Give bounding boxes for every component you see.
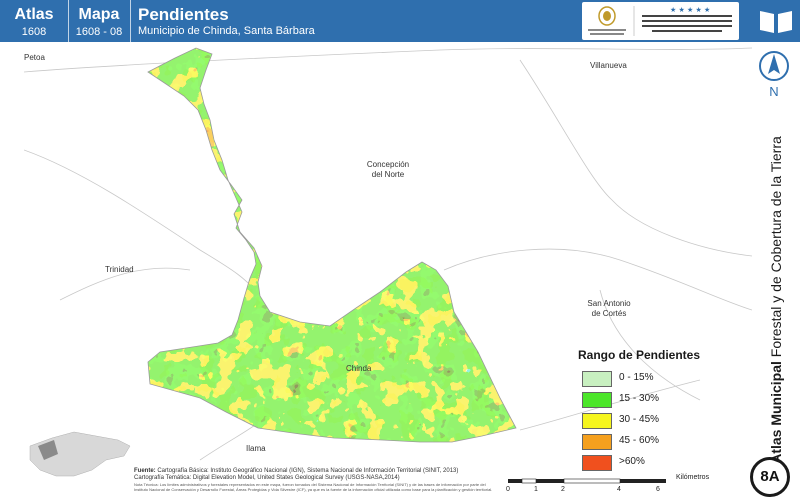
atlas-label: Atlas (14, 6, 54, 23)
header-bar: Atlas 1608 Mapa 1608 - 08 Pendientes Mun… (0, 0, 752, 42)
scale-tick: 4 (617, 486, 621, 493)
scale-tick: 6 (656, 486, 660, 493)
legend-row: 30 - 45% (578, 410, 748, 431)
scale-bar-graphic (508, 478, 666, 484)
mapa-box: Mapa 1608 - 08 (68, 0, 131, 42)
scale-tick: 2 (561, 486, 565, 493)
icf-stars-icon: ★ ★ ★ ★ ★ (642, 6, 732, 32)
boundary-lines (24, 47, 752, 461)
legend-title: Rango de Pendientes (578, 348, 701, 362)
mapa-label: Mapa (78, 6, 120, 23)
legend-swatch-3 (582, 434, 612, 450)
legend-row: 45 - 60% (578, 431, 748, 452)
municipality-boundary (147, 47, 517, 443)
place-san-antonio: San Antonio de Cortés (587, 299, 631, 318)
north-arrow-icon: N (759, 51, 789, 99)
book-icon (760, 11, 792, 33)
honduras-inset-map (29, 431, 131, 477)
source-line1: Cartografía Básica: Instituto Geográfico… (157, 468, 459, 474)
legend-swatch-1 (582, 392, 612, 408)
legend-row: >60% (578, 452, 748, 473)
place-concepcion: Concepción del Norte (366, 160, 410, 179)
scale-tick: 0 (506, 486, 510, 493)
source-text: Fuente: Cartografía Básica: Instituto Ge… (134, 468, 494, 492)
atlas-number: 1608 (21, 26, 47, 38)
legend-label: >60% (619, 456, 645, 467)
north-letter: N (769, 84, 778, 99)
source-line2: Cartografía Temática: Digital Elevation … (134, 475, 400, 481)
vertical-title-bold: Atlas Municipal (768, 361, 784, 464)
atlas-book-box (752, 0, 800, 42)
honduras-seal-icon (588, 6, 626, 35)
legend-label: 45 - 60% (619, 435, 660, 446)
slope-raster (148, 48, 516, 442)
scale-bar: 0 1 2 4 6 Kilómetros (506, 474, 709, 496)
place-villanueva: Villanueva (590, 61, 627, 70)
mapa-number: 1608 - 08 (75, 26, 123, 38)
legend: Rango de Pendientes 0 - 15% 15 - 30% 30 … (578, 348, 748, 473)
source-label: Fuente: (134, 468, 156, 474)
vertical-title: Atlas Municipal Forestal y de Cobertura … (768, 136, 784, 464)
source-note: Nota Técnica: Los límites administrativo… (134, 482, 493, 492)
svg-text:★ ★ ★ ★ ★: ★ ★ ★ ★ ★ (670, 6, 710, 14)
legend-swatch-2 (582, 413, 612, 429)
legend-swatch-0 (582, 371, 612, 387)
legend-row: 15 - 30% (578, 389, 748, 410)
place-chinda: Chinda (346, 364, 372, 373)
institution-logos: ★ ★ ★ ★ ★ (582, 2, 739, 40)
right-sidebar: N (752, 42, 800, 500)
legend-swatch-4 (582, 455, 612, 471)
page-subtitle: Municipio de Chinda, Santa Bárbara (138, 25, 315, 37)
scale-tick: 1 (534, 486, 538, 493)
legend-label: 0 - 15% (619, 372, 654, 383)
scale-unit: Kilómetros (676, 474, 710, 481)
place-ilama: Ilama (246, 444, 266, 453)
legend-row: 0 - 15% (578, 368, 748, 389)
atlas-box: Atlas 1608 (0, 0, 69, 42)
place-petoa: Petoa (24, 53, 45, 62)
legend-label: 15 - 30% (619, 393, 660, 404)
legend-label: 30 - 45% (619, 414, 660, 425)
logo-emblems: ★ ★ ★ ★ ★ (588, 6, 732, 36)
map-badge: 8A (750, 457, 790, 497)
slope-map (24, 47, 752, 477)
place-trinidad: Trinidad (105, 265, 134, 274)
vertical-title-rest: Forestal y de Cobertura de la Tierra (768, 136, 784, 362)
page-title: Pendientes (138, 5, 229, 24)
